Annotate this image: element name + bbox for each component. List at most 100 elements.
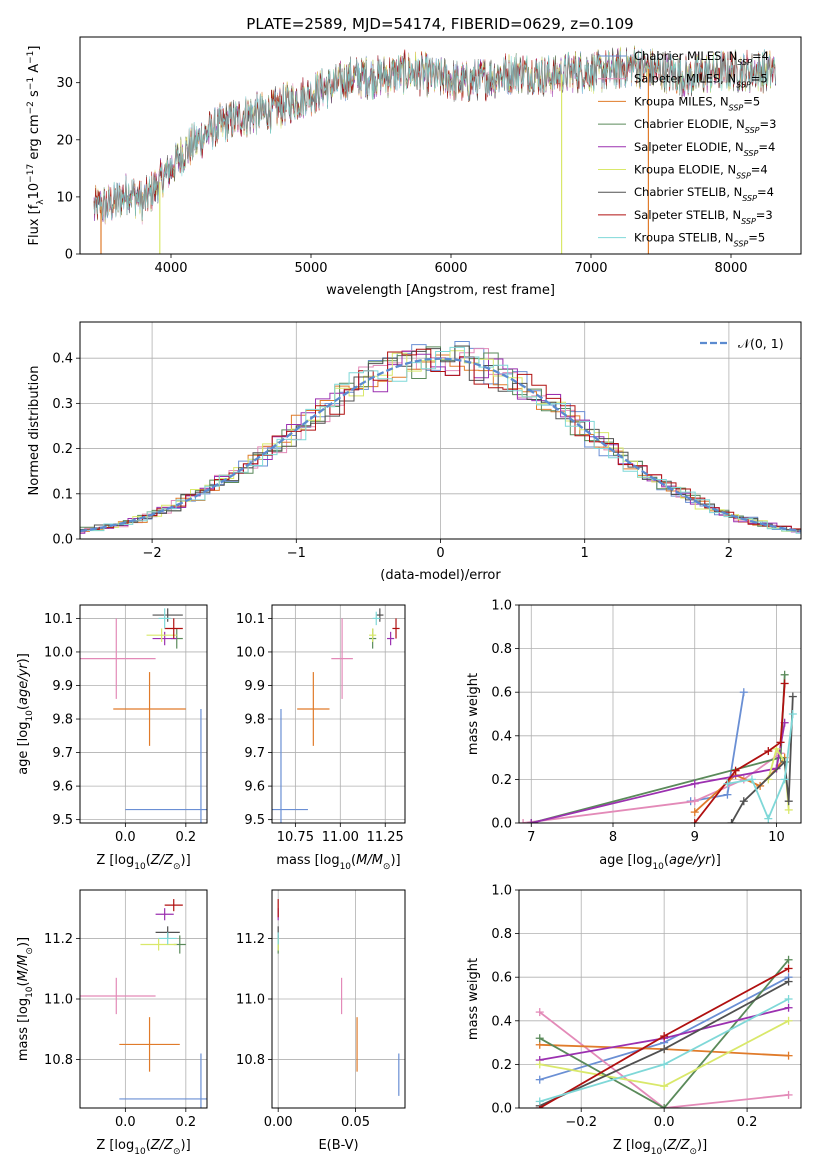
errorbar-point xyxy=(80,618,156,699)
label-part: Z/Z xyxy=(666,1138,690,1153)
x-tick-label: 11.25 xyxy=(367,830,404,845)
legend-entry-label: Salpeter MILES, NSSP=5 xyxy=(634,72,768,90)
label-part: )] xyxy=(697,1138,707,1153)
label-part: ] xyxy=(27,46,42,51)
label-part: ( xyxy=(16,705,31,710)
y-tick-label: 9.6 xyxy=(244,780,265,795)
x-tick-label: 10 xyxy=(768,830,785,845)
x-tick-label: 8 xyxy=(609,830,617,845)
y-axis-label: mass [log10(M/M⊙)] xyxy=(16,937,35,1061)
label-part: ( xyxy=(351,853,356,868)
histogram-step-line xyxy=(80,346,801,534)
legend-sub: SSP xyxy=(744,148,759,157)
y-tick-label: 9.8 xyxy=(52,713,73,728)
label-part: )] xyxy=(181,853,191,868)
label-part: )] xyxy=(16,937,31,947)
label-part: 10 xyxy=(25,710,35,722)
legend-text: Kroupa MILES, N xyxy=(634,94,729,108)
mass_vs_ebv-axes: 0.00 0.05 10.8 11.0 11.2 E(B-V) xyxy=(236,889,406,1153)
y-tick-label: 10.1 xyxy=(236,612,265,627)
x-tick-label: 0 xyxy=(436,546,444,561)
y-tick-label: 0.2 xyxy=(52,442,73,457)
label-part: erg cm xyxy=(27,114,42,163)
mass_vs_Z-axes: 0.0 0.210.811.011.2Z [log10(Z/Z⊙)]mass [l… xyxy=(16,889,208,1157)
legend-text: =3 xyxy=(760,117,777,131)
weight-series xyxy=(535,955,793,1108)
errorbar-point xyxy=(152,631,177,646)
label-part: ⊙ xyxy=(689,1147,697,1157)
axes-frame xyxy=(518,889,802,1109)
y-tick-label: 10.8 xyxy=(44,1053,73,1068)
label-part: )] xyxy=(16,653,31,663)
errorbar-point xyxy=(119,1017,180,1072)
label-part: λ xyxy=(36,199,46,205)
residual_hist-axes: −2 −1 0 1 2 0.0 0.1 0.2 0.3 0.4 (data-model)/error… xyxy=(27,321,802,583)
y-tick-label: 11.2 xyxy=(236,932,265,947)
y-tick-label: 9.9 xyxy=(244,679,265,694)
axes-frame xyxy=(518,604,802,824)
errorbar-point xyxy=(113,672,186,746)
label-part: M/M xyxy=(16,955,31,982)
weight-series-line xyxy=(539,1011,789,1108)
weight-series xyxy=(535,995,793,1106)
errorbar-point xyxy=(119,1053,207,1108)
y-tick-label: 1.0 xyxy=(491,884,512,899)
weight-series xyxy=(527,718,789,823)
x-tick-label: 11.00 xyxy=(322,830,359,845)
y-tick-label: 0.6 xyxy=(491,971,512,986)
legend-sub: SSP xyxy=(745,126,760,135)
errorbar-point xyxy=(164,899,183,912)
label-part: Z [log xyxy=(96,853,134,868)
y-tick-label: 0 xyxy=(65,248,73,263)
legend-text: Chabrier MILES, N xyxy=(634,49,737,63)
y-tick-label: 11.0 xyxy=(236,993,265,1008)
weight-series xyxy=(535,964,793,1108)
x-tick-label: 4000 xyxy=(154,261,187,276)
weight-series-line xyxy=(531,722,786,823)
y-tick-label: 0.4 xyxy=(491,729,512,744)
legend-entry-label: Kroupa STELIB, NSSP=5 xyxy=(634,231,765,249)
y-tick-label: 11.2 xyxy=(44,932,73,947)
legend-sub: SSP xyxy=(737,58,752,67)
y-tick-label: 0.1 xyxy=(52,487,73,502)
x-tick-label: 1 xyxy=(581,546,589,561)
legend-text: =5 xyxy=(743,94,760,108)
label-part: mass [log xyxy=(16,998,31,1061)
legend-entry-label: Chabrier STELIB, NSSP=4 xyxy=(634,185,774,203)
legend-entry-label: Kroupa ELODIE, NSSP=4 xyxy=(634,163,768,181)
y-axis-label: mass weight xyxy=(466,673,481,755)
legend-sub: SSP xyxy=(742,194,757,203)
x-tick-label: 0.05 xyxy=(341,1115,370,1130)
label-part: 10 xyxy=(652,862,664,872)
age_vs_mass-plot xyxy=(272,608,400,823)
figure-title: PLATE=2589, MJD=54174, FIBERID=0629, z=0… xyxy=(246,15,633,33)
legend-text: =5 xyxy=(751,72,768,86)
x-tick-label: 0.0 xyxy=(115,1115,136,1130)
legend-text: Salpeter STELIB, N xyxy=(634,208,741,222)
age_vs_Z-plot xyxy=(80,608,207,823)
age_vs_mass-axes: 10.75 11.00 11.25 9.5 9.6 9.7 9.8 9.9 10.0 10.1 ma… xyxy=(236,604,406,872)
errorbar-point xyxy=(272,708,308,823)
label-part: ⊙ xyxy=(383,862,391,872)
x-tick-label: 2 xyxy=(725,546,733,561)
histogram-step-line xyxy=(80,345,801,535)
y-tick-label: 0.3 xyxy=(52,397,73,412)
y-tick-label: 10.8 xyxy=(236,1053,265,1068)
label-part: )] xyxy=(390,853,400,868)
label-part: 10 xyxy=(651,1147,663,1157)
weight-series-line xyxy=(522,752,782,823)
label-part: mass [log xyxy=(276,853,339,868)
label-part: age/yr xyxy=(16,662,31,705)
legend-text: Chabrier STELIB, N xyxy=(634,185,742,199)
y-tick-label: 10.1 xyxy=(44,612,73,627)
label-part: s xyxy=(27,90,42,101)
weight-series-line xyxy=(539,959,790,1108)
y-tick-label: 9.9 xyxy=(52,679,73,694)
label-part: age [log xyxy=(16,722,31,775)
x-tick-label: −0.2 xyxy=(565,1115,597,1130)
x-tick-label: −2 xyxy=(143,546,162,561)
y-axis-label: Flux [fλ10−17 erg cm−2 s−1 A−1] xyxy=(26,46,46,246)
y-tick-label: 0.2 xyxy=(491,1058,512,1073)
legend-entry-label: Chabrier ELODIE, NSSP=3 xyxy=(634,117,776,135)
